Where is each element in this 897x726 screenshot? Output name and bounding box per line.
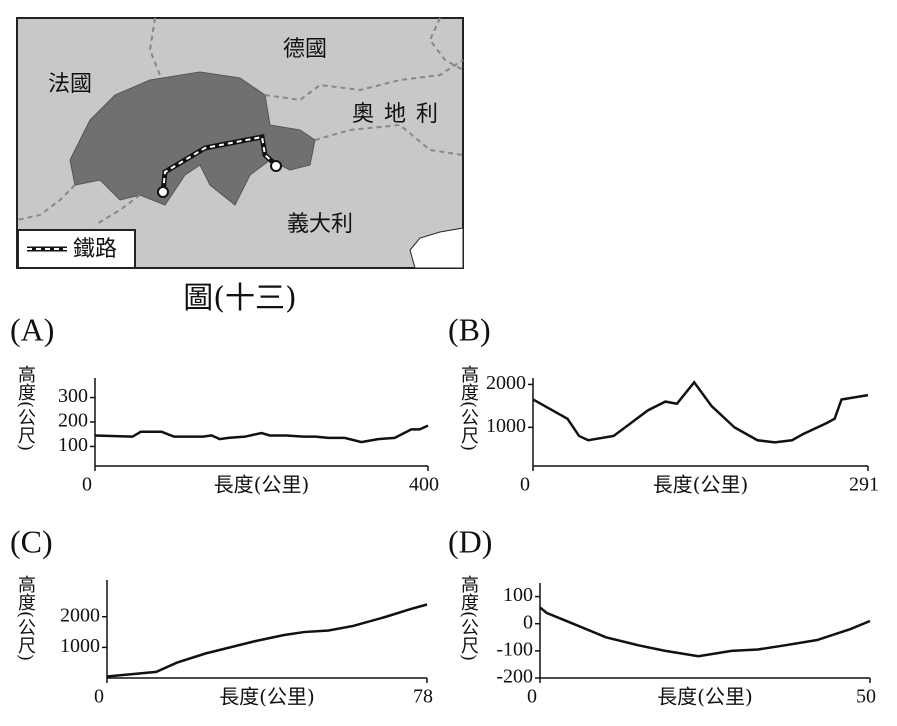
y-tick-label: 1000 [60, 635, 100, 657]
y-axis-label: 高度(公尺) [458, 365, 479, 451]
y-tick-label: 100 [503, 584, 533, 606]
y-tick-label: 300 [58, 385, 88, 407]
x-tick-label: 0 [82, 474, 92, 496]
caption: 圖(十三) [183, 281, 296, 316]
y-axis-label: 高度(公尺) [15, 365, 36, 451]
x-tick-label: 78 [413, 686, 433, 708]
profile-line [106, 603, 428, 678]
y-tick-label: -200 [496, 666, 533, 688]
x-axis-label: 長度(公里) [657, 685, 753, 709]
chart-title: (A) [10, 311, 54, 347]
x-tick-label: 0 [94, 686, 104, 708]
map-label: 德國 [283, 37, 327, 62]
x-axis-label: 長度(公里) [219, 685, 315, 709]
y-tick-label: 200 [58, 410, 88, 432]
x-tick-label: 400 [409, 474, 439, 496]
station [157, 186, 169, 198]
y-axis-label: 高度(公尺) [458, 575, 479, 661]
x-tick-label: 291 [849, 474, 879, 496]
y-tick-label: 1000 [486, 415, 526, 437]
profile-line [539, 606, 871, 658]
chart-title: (C) [10, 523, 53, 559]
chart-title: (D) [448, 523, 492, 559]
sea [409, 227, 464, 269]
x-tick-label: 0 [527, 686, 537, 708]
profile-line [532, 380, 869, 444]
y-tick-label: 0 [523, 611, 533, 633]
borders [16, 17, 464, 226]
x-tick-label: 50 [856, 686, 876, 708]
map: 法國 德國 奧地利 義大利 鐵路 圖(十三) [16, 17, 464, 316]
map-label: 法國 [48, 72, 92, 97]
y-tick-label: -100 [496, 638, 533, 660]
station [270, 160, 282, 172]
legend-label: 鐵路 [73, 237, 117, 262]
y-tick-label: 2000 [486, 372, 526, 394]
legend-box [17, 229, 136, 269]
y-tick-label: 100 [58, 434, 88, 456]
x-tick-label: 0 [520, 474, 530, 496]
map-label: 奧地利 [352, 102, 448, 127]
railway-dash [162, 135, 277, 193]
y-axis-label: 高度(公尺) [15, 575, 36, 661]
profile-line [94, 424, 429, 444]
y-tick-label: 2000 [60, 604, 100, 626]
x-axis-label: 長度(公里) [214, 473, 310, 497]
x-axis-label: 長度(公里) [653, 473, 749, 497]
chart-title: (B) [448, 311, 491, 347]
map-label: 義大利 [287, 212, 353, 237]
